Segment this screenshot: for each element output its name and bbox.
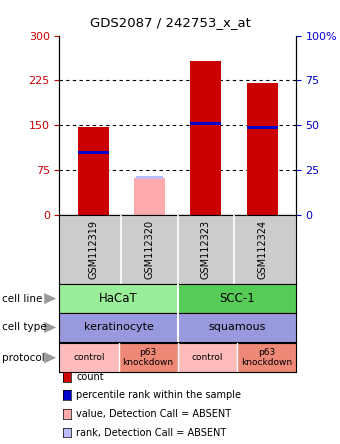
Text: rank, Detection Call = ABSENT: rank, Detection Call = ABSENT (76, 428, 227, 438)
Polygon shape (44, 352, 56, 363)
Polygon shape (44, 322, 56, 333)
Text: squamous: squamous (208, 322, 266, 333)
Bar (237, 343, 296, 372)
Bar (59, 313, 177, 342)
Text: HaCaT: HaCaT (99, 292, 138, 305)
Text: cell line: cell line (2, 293, 42, 304)
Bar (190, 61, 221, 215)
Text: p63
knockdown: p63 knockdown (122, 348, 174, 368)
Text: keratinocyte: keratinocyte (84, 322, 154, 333)
Bar (190, 122, 221, 125)
Text: value, Detection Call = ABSENT: value, Detection Call = ABSENT (76, 409, 232, 419)
Bar (78, 151, 109, 154)
Text: GSM112323: GSM112323 (201, 220, 211, 279)
Bar (246, 83, 277, 215)
Text: p63
knockdown: p63 knockdown (241, 348, 292, 368)
Text: percentile rank within the sample: percentile rank within the sample (76, 390, 241, 400)
Bar (59, 343, 119, 372)
Text: GSM112319: GSM112319 (88, 220, 98, 279)
Text: GDS2087 / 242753_x_at: GDS2087 / 242753_x_at (89, 16, 251, 28)
Text: GSM112324: GSM112324 (257, 220, 267, 279)
Text: cell type: cell type (2, 322, 46, 333)
Bar (78, 127, 109, 215)
Bar (59, 284, 177, 313)
Text: GSM112320: GSM112320 (144, 220, 154, 279)
Bar (119, 343, 177, 372)
Text: control: control (73, 353, 105, 362)
Polygon shape (44, 293, 56, 304)
Bar (246, 126, 277, 129)
Text: control: control (191, 353, 223, 362)
Text: count: count (76, 372, 104, 382)
Bar (134, 178, 165, 215)
Bar (177, 313, 296, 342)
Text: SCC-1: SCC-1 (219, 292, 255, 305)
Text: protocol: protocol (2, 353, 45, 363)
Bar (136, 176, 163, 179)
Bar (177, 284, 296, 313)
Bar (177, 343, 237, 372)
